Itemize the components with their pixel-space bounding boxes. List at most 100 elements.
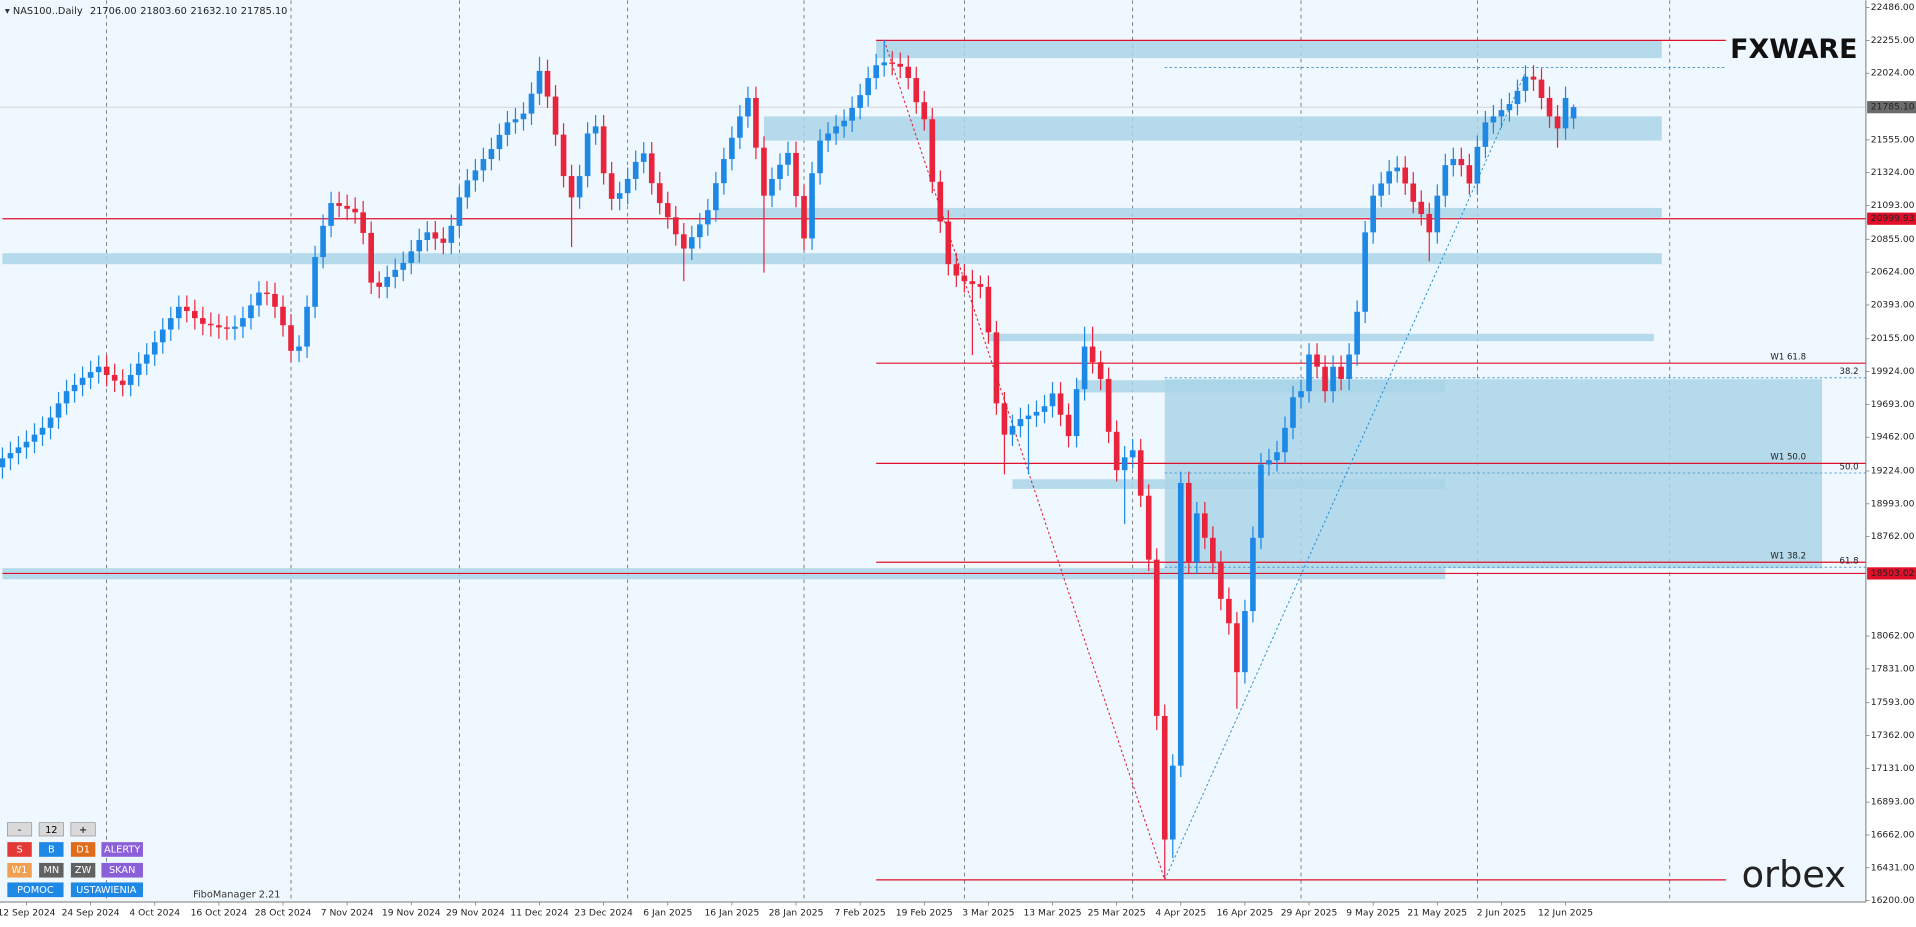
candle-body	[1346, 354, 1352, 379]
button-label[interactable]: USTAWIENIA	[76, 885, 137, 896]
candle-body	[1202, 513, 1208, 538]
button[interactable]: S	[7, 842, 32, 857]
candle-body	[1242, 611, 1248, 673]
button[interactable]: D1	[70, 842, 96, 857]
button[interactable]: W1	[7, 862, 32, 878]
candle-body	[183, 306, 190, 312]
button[interactable]: +	[70, 822, 96, 837]
button[interactable]: SKAN	[101, 862, 143, 878]
candle-body	[985, 286, 992, 333]
button-label[interactable]: W1	[12, 865, 28, 876]
x-tick-label: 28 Oct 2024	[255, 908, 312, 919]
candle-body	[512, 119, 519, 123]
button-label[interactable]: D1	[76, 844, 90, 855]
button[interactable]: 12	[38, 822, 64, 837]
x-tick-label: 12 Jun 2025	[1538, 908, 1593, 919]
candle-body	[79, 377, 86, 385]
candle-body	[1514, 90, 1521, 105]
x-tick-label: 4 Apr 2025	[1155, 908, 1206, 919]
button-panel: - 12 + S B D1 ALERTY W1 MN ZW SKAN POMOC…	[7, 822, 143, 898]
button-label[interactable]: POMOC	[17, 885, 54, 896]
candle-body	[1450, 159, 1457, 166]
button-label[interactable]: 12	[45, 825, 57, 836]
candle-body	[1338, 366, 1344, 379]
button-label[interactable]: ALERTY	[104, 844, 140, 855]
y-tick-label: 22255.00	[1871, 35, 1915, 46]
candle-body	[135, 363, 142, 375]
candle-body	[1161, 715, 1168, 840]
button[interactable]: ALERTY	[101, 842, 143, 857]
candle-body	[288, 325, 294, 351]
candle-body	[977, 284, 984, 287]
zone	[763, 116, 1662, 141]
candle-body	[1474, 146, 1481, 184]
candle-body	[264, 292, 270, 294]
y-tick-label: 21324.00	[1871, 167, 1915, 178]
candle-body	[640, 153, 647, 162]
x-tick-label: 29 Apr 2025	[1281, 908, 1338, 919]
candle-body	[737, 116, 743, 138]
x-tick-label: 7 Nov 2024	[321, 908, 374, 919]
button-label[interactable]: ZW	[75, 865, 92, 876]
logo: FXWARE	[1730, 34, 1857, 65]
candle-body	[961, 275, 968, 282]
button-label[interactable]: -	[18, 825, 22, 836]
price-tag-label: 21785.10	[1871, 102, 1915, 113]
zone	[715, 207, 1662, 218]
y-tick-label: 16431.00	[1871, 862, 1915, 873]
button[interactable]: ZW	[70, 862, 96, 878]
candle-body	[1177, 482, 1184, 766]
button[interactable]: MN	[39, 862, 64, 878]
candle-body	[7, 453, 14, 459]
candle-body	[1482, 122, 1489, 147]
candle-body	[993, 332, 1000, 404]
button[interactable]: POMOC	[7, 882, 64, 898]
candle-body	[352, 208, 358, 213]
button-label[interactable]: B	[48, 844, 55, 855]
button-label[interactable]: S	[16, 844, 22, 855]
button[interactable]: USTAWIENIA	[70, 882, 143, 898]
x-tick-label: 21 May 2025	[1407, 908, 1467, 919]
candle-body	[753, 97, 759, 148]
x-tick-label: 6 Jan 2025	[643, 908, 692, 919]
candle-body	[713, 183, 719, 211]
candle-body	[1298, 391, 1304, 398]
x-tick-label: 3 Mar 2025	[962, 908, 1014, 919]
candle-body	[801, 195, 807, 239]
candle-body	[71, 384, 78, 392]
candle-body	[1153, 559, 1160, 716]
x-tick-label: 2 Jun 2025	[1477, 908, 1526, 919]
level-label: W1 61.8	[1770, 353, 1806, 363]
candle-body	[905, 66, 912, 79]
button[interactable]: -	[7, 822, 33, 837]
candle-body	[841, 120, 847, 127]
candle-body	[1025, 415, 1032, 420]
button[interactable]: B	[39, 842, 64, 857]
y-tick-label: 19224.00	[1871, 466, 1915, 477]
fib-label: 50.0	[1840, 462, 1859, 472]
indicator-name: FiboManager 2.21	[193, 890, 280, 901]
brand: orbex	[1742, 853, 1846, 896]
candle-body	[1402, 167, 1409, 184]
candle-body	[1426, 214, 1433, 233]
button-label[interactable]: SKAN	[109, 865, 135, 876]
y-tick-label: 19462.00	[1871, 432, 1915, 443]
candle-body	[480, 159, 487, 171]
button-label[interactable]: MN	[43, 865, 59, 876]
button-label[interactable]: +	[79, 825, 87, 836]
candle-body	[1562, 97, 1569, 129]
candle-body	[1001, 403, 1008, 435]
candle-body	[1330, 366, 1336, 392]
zone	[988, 333, 1654, 342]
candle-body	[392, 269, 399, 277]
y-tick-label: 20624.00	[1871, 267, 1915, 278]
x-tick-label: 12 Sep 2024	[0, 908, 56, 919]
candle-body	[969, 281, 976, 285]
candle-body	[1570, 107, 1577, 119]
candle-body	[87, 372, 94, 378]
candle-body	[1081, 346, 1088, 390]
candle-body	[496, 134, 503, 150]
zone	[876, 40, 1662, 59]
